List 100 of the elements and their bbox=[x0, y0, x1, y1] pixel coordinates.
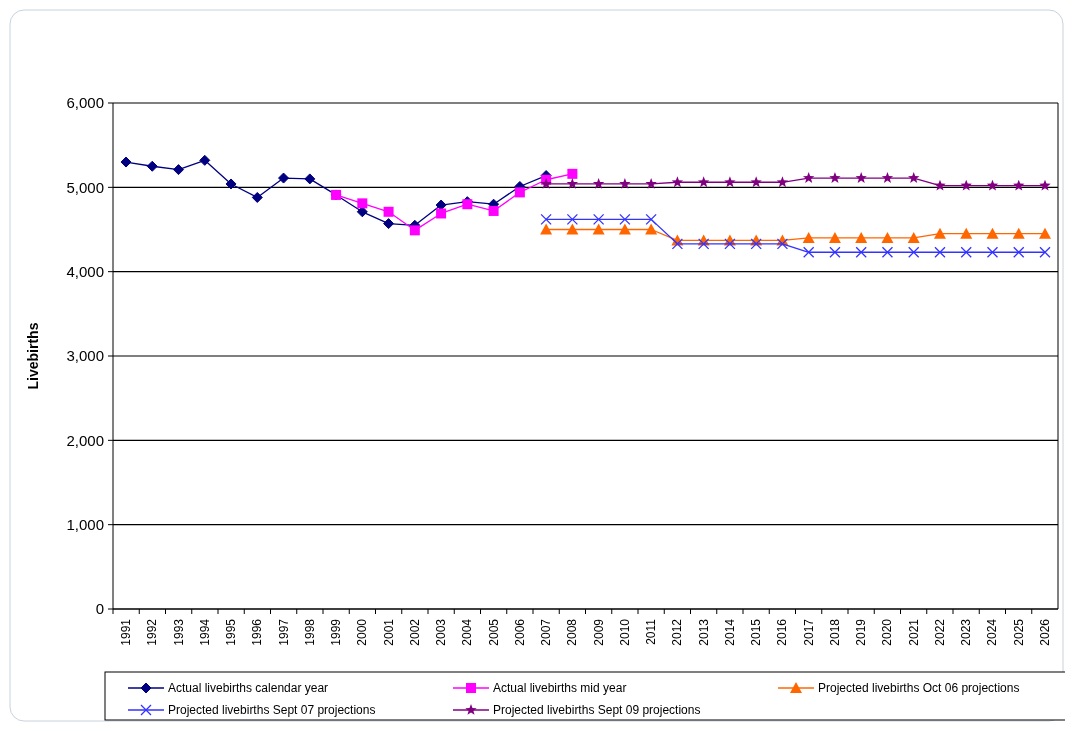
x-tick-label: 1991 bbox=[119, 618, 133, 646]
x-tick-label: 2007 bbox=[539, 618, 554, 646]
point bbox=[724, 176, 736, 188]
point bbox=[960, 246, 972, 258]
x-tick-label: 2004 bbox=[460, 618, 475, 646]
x-tick-label: 2011 bbox=[644, 618, 659, 645]
x-tick-label: 2019 bbox=[854, 618, 869, 646]
point bbox=[645, 223, 658, 235]
x-tick-label: 2013 bbox=[696, 618, 711, 646]
x-tick-label: 2014 bbox=[722, 618, 737, 646]
point bbox=[304, 173, 316, 185]
point bbox=[802, 172, 815, 183]
point bbox=[278, 172, 290, 184]
point bbox=[986, 179, 999, 191]
x-tick-label: 2022 bbox=[932, 618, 947, 646]
x-tick-label: 2005 bbox=[486, 618, 501, 646]
point bbox=[933, 227, 946, 239]
x-tick-label: 2016 bbox=[775, 618, 790, 646]
point bbox=[908, 246, 920, 258]
x-tick-label: 2012 bbox=[670, 618, 685, 646]
point bbox=[645, 213, 657, 226]
x-tick-label: 1997 bbox=[276, 618, 291, 646]
point bbox=[776, 176, 789, 188]
point bbox=[671, 176, 684, 188]
y-tick-label: 2,000 bbox=[66, 431, 104, 449]
point bbox=[855, 172, 867, 183]
y-tick-label: 4,000 bbox=[66, 262, 104, 280]
point bbox=[855, 246, 867, 258]
y-axis-title: Livebirths bbox=[25, 322, 41, 390]
x-tick-label: 1995 bbox=[224, 618, 239, 646]
point bbox=[566, 223, 579, 235]
x-tick-label: 2006 bbox=[512, 618, 527, 646]
x-tick-label: 2026 bbox=[1038, 618, 1052, 646]
x-tick-label: 2017 bbox=[801, 618, 816, 646]
point bbox=[225, 178, 237, 190]
point bbox=[829, 246, 841, 258]
point bbox=[986, 246, 999, 258]
x-tick-label: 2010 bbox=[617, 618, 632, 646]
point bbox=[934, 246, 946, 258]
point bbox=[986, 227, 999, 239]
point bbox=[618, 223, 631, 235]
legend-label: Projected livebirths Sept 07 projections bbox=[168, 703, 376, 718]
point bbox=[829, 172, 841, 183]
y-tick-label: 3,000 bbox=[66, 347, 104, 365]
point bbox=[750, 238, 762, 250]
point bbox=[409, 225, 420, 236]
point bbox=[120, 156, 132, 168]
point bbox=[540, 177, 552, 189]
point bbox=[199, 154, 211, 166]
point bbox=[592, 177, 605, 189]
point bbox=[540, 213, 552, 226]
legend-label: Actual livebirths calendar year bbox=[168, 681, 329, 696]
x-tick-label: 2020 bbox=[880, 618, 895, 646]
legend-label: Actual livebirths mid year bbox=[493, 681, 627, 696]
x-tick-label: 2003 bbox=[434, 618, 449, 646]
point bbox=[881, 246, 894, 258]
point bbox=[514, 187, 525, 198]
point bbox=[592, 213, 605, 226]
point bbox=[1012, 227, 1025, 239]
x-tick-label: 2001 bbox=[381, 618, 396, 646]
x-tick-label: 2024 bbox=[985, 618, 1000, 646]
y-tick-label: 5,000 bbox=[66, 178, 104, 196]
x-tick-label: 2009 bbox=[591, 618, 606, 646]
y-tick-label: 6,000 bbox=[66, 94, 104, 112]
x-tick-label: 2025 bbox=[1011, 618, 1026, 646]
x-tick-label: 2000 bbox=[355, 618, 370, 646]
point bbox=[802, 231, 815, 243]
point bbox=[908, 172, 920, 183]
point bbox=[566, 177, 579, 189]
point bbox=[960, 179, 972, 191]
point bbox=[540, 223, 553, 235]
point bbox=[146, 160, 158, 172]
point bbox=[1013, 179, 1025, 191]
point bbox=[1039, 179, 1051, 191]
x-tick-label: 1998 bbox=[302, 618, 317, 646]
point bbox=[697, 176, 710, 188]
point bbox=[960, 227, 973, 239]
x-tick-label: 1996 bbox=[250, 618, 265, 646]
point bbox=[671, 238, 684, 250]
x-tick-label: 2008 bbox=[565, 618, 580, 646]
x-tick-label: 2015 bbox=[749, 618, 764, 646]
x-tick-label: 1999 bbox=[329, 618, 344, 646]
point bbox=[1013, 246, 1025, 258]
point bbox=[881, 231, 894, 243]
x-tick-label: 2018 bbox=[827, 618, 842, 646]
x-tick-label: 1994 bbox=[197, 618, 212, 646]
point bbox=[803, 246, 815, 258]
x-tick-label: 2021 bbox=[906, 618, 921, 646]
x-tick-label: 1993 bbox=[171, 618, 186, 646]
point bbox=[619, 213, 631, 226]
x-tick-label: 1992 bbox=[145, 618, 160, 646]
point bbox=[173, 164, 185, 176]
x-tick-label: 2023 bbox=[959, 618, 974, 646]
point bbox=[855, 231, 868, 243]
x-tick-label: 2002 bbox=[407, 618, 422, 646]
point bbox=[645, 177, 657, 189]
point bbox=[776, 238, 789, 250]
point bbox=[383, 218, 395, 230]
point bbox=[750, 176, 762, 188]
y-tick-label: 1,000 bbox=[66, 515, 104, 533]
